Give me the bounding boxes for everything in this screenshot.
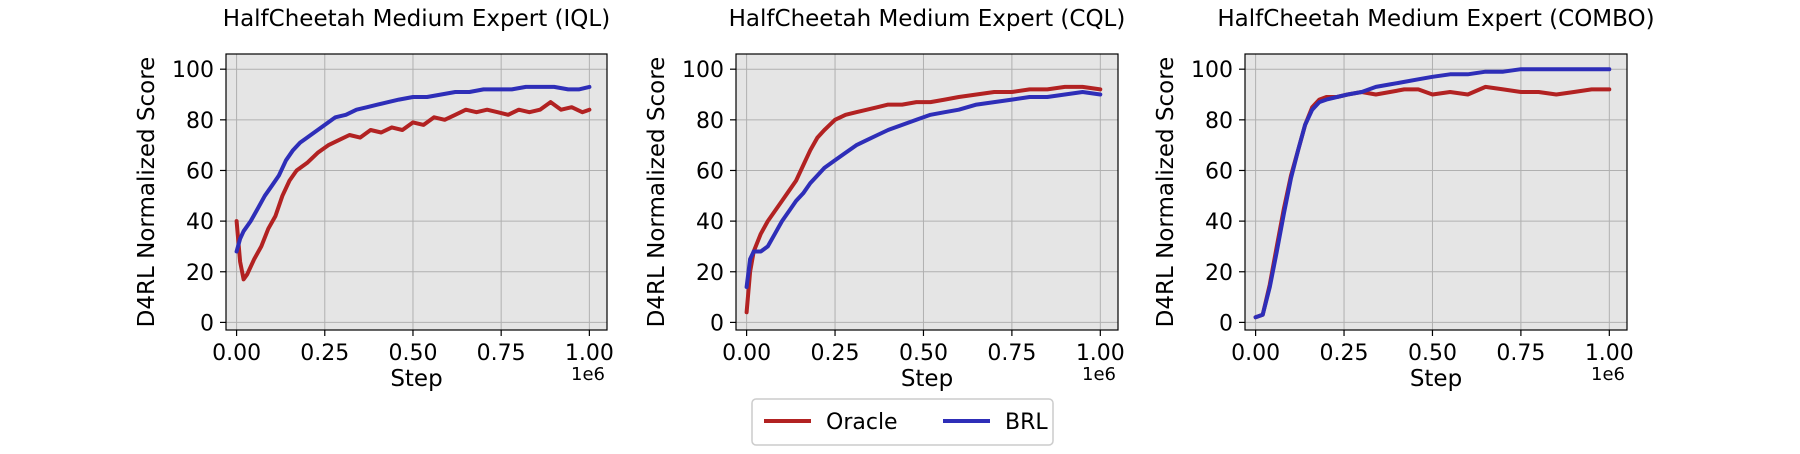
y-tick-label: 0	[200, 311, 214, 336]
y-tick-label: 80	[1205, 109, 1233, 134]
plot-frame	[1244, 53, 1628, 331]
x-tick-label: 0.25	[811, 341, 860, 366]
x-tick-label: 1.00	[1585, 341, 1634, 366]
y-tick-label: 100	[1191, 58, 1233, 83]
chart-panel-1: 0.00 0.25 0.50 0.75 1.00 0 20 40 60 80 100 1e6 Step D…	[134, 6, 614, 392]
y-tick-label: 100	[172, 58, 214, 83]
series-line-brl	[1253, 67, 1612, 320]
legend-frame	[751, 398, 1054, 446]
x-tick-label: 0.25	[1320, 341, 1369, 366]
chart-panel-2: 0.00 0.25 0.50 0.75 1.00 0 20 40 60 80 100 1e6 Step D…	[644, 6, 1125, 392]
plot-area	[1245, 54, 1627, 330]
legend: Oracle BRL	[751, 398, 1054, 446]
y-tick-label: 20	[696, 261, 724, 286]
x-tick-label: 0.75	[1496, 341, 1545, 366]
x-exponent-label: 1e6	[1082, 364, 1116, 385]
y-tick-label: 40	[1205, 210, 1233, 235]
y-axis-label: D4RL Normalized Score	[644, 57, 670, 328]
chart-panel-3: 0.00 0.25 0.50 0.75 1.00 0 20 40 60 80 100 1e6 Step D…	[1153, 6, 1655, 392]
x-tick-label: 0.50	[899, 341, 948, 366]
x-tick-label: 1.00	[565, 341, 614, 366]
x-tick-label: 0.00	[722, 341, 771, 366]
legend-label-brl: BRL	[1005, 410, 1048, 435]
x-tick-label: 0.75	[987, 341, 1036, 366]
plot-area	[226, 54, 607, 330]
x-tick-label: 0.50	[388, 341, 437, 366]
y-tick-label: 60	[696, 159, 724, 184]
series-line-oracle	[744, 84, 1103, 315]
y-tick-label: 40	[696, 210, 724, 235]
y-tick-label: 20	[186, 261, 214, 286]
plot-frame	[735, 53, 1119, 331]
y-tick-label: 80	[696, 109, 724, 134]
series-line-oracle	[234, 100, 592, 282]
series-line-brl	[744, 90, 1103, 289]
x-tick-label: 0.00	[212, 341, 261, 366]
x-axis-label: Step	[901, 366, 953, 392]
series-line-brl	[234, 84, 592, 254]
x-tick-label: 0.50	[1408, 341, 1457, 366]
x-tick-label: 0.00	[1231, 341, 1280, 366]
y-tick-label: 80	[186, 109, 214, 134]
y-axis-label: D4RL Normalized Score	[1153, 57, 1179, 328]
y-tick-label: 40	[186, 210, 214, 235]
x-exponent-label: 1e6	[571, 364, 605, 385]
legend-label-oracle: Oracle	[826, 410, 898, 435]
y-tick-label: 60	[1205, 159, 1233, 184]
chart-title: HalfCheetah Medium Expert (CQL)	[729, 6, 1126, 32]
y-axis-label: D4RL Normalized Score	[134, 57, 160, 328]
x-axis-label: Step	[390, 366, 442, 392]
x-axis-label: Step	[1410, 366, 1462, 392]
plot-frame	[225, 53, 608, 331]
y-tick-label: 100	[682, 58, 724, 83]
y-tick-label: 20	[1205, 261, 1233, 286]
chart-title: HalfCheetah Medium Expert (IQL)	[223, 6, 610, 32]
plot-area	[736, 54, 1118, 330]
x-tick-label: 1.00	[1076, 341, 1125, 366]
x-tick-label: 0.25	[300, 341, 349, 366]
y-tick-label: 0	[1219, 311, 1233, 336]
x-tick-label: 0.75	[477, 341, 526, 366]
chart-title: HalfCheetah Medium Expert (COMBO)	[1217, 6, 1654, 32]
x-exponent-label: 1e6	[1591, 364, 1625, 385]
y-tick-label: 60	[186, 159, 214, 184]
y-tick-label: 0	[710, 311, 724, 336]
